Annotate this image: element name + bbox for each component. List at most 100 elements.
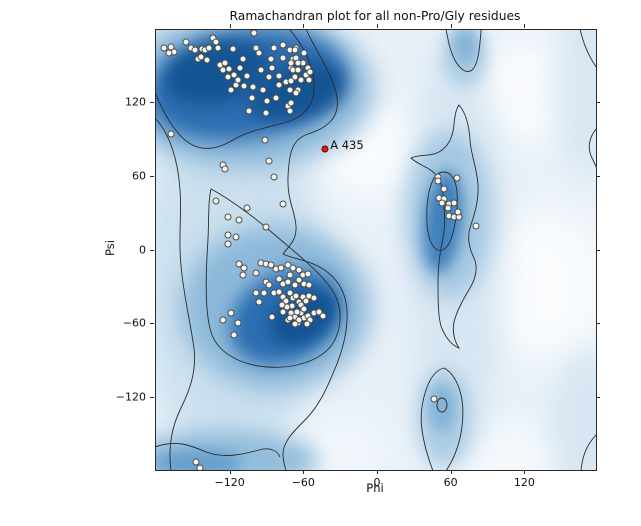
data-point [295, 276, 303, 284]
data-point [300, 49, 308, 57]
y-tick-mark [150, 102, 154, 104]
data-point [227, 309, 235, 317]
contour-line [156, 442, 281, 458]
data-point [225, 65, 233, 73]
contour-line [156, 118, 196, 470]
x-tick-label: 60 [443, 476, 458, 489]
data-point [286, 314, 294, 322]
y-tick-label: 60 [132, 169, 146, 183]
data-point [287, 99, 295, 107]
data-point [265, 281, 273, 289]
data-point [286, 86, 294, 94]
highlighted-residue-point [321, 145, 329, 153]
x-tick-mark [229, 470, 231, 474]
data-point [454, 208, 462, 216]
data-point [196, 464, 204, 470]
data-point [165, 49, 173, 57]
data-point [275, 72, 283, 80]
data-point [277, 264, 285, 272]
plot-wrap: A 435 [150, 24, 600, 474]
data-point [221, 165, 229, 173]
data-point [305, 76, 313, 84]
data-point [472, 222, 480, 230]
data-point [294, 66, 302, 74]
y-tick-label: −120 [115, 390, 146, 404]
data-point [262, 223, 270, 231]
data-point [268, 313, 276, 321]
data-point [295, 266, 303, 274]
data-point [293, 308, 301, 316]
data-point [191, 46, 199, 54]
y-tick-label: 120 [125, 95, 146, 109]
data-point [230, 71, 238, 79]
x-tick-mark [303, 470, 305, 474]
data-point [224, 213, 232, 221]
data-point [227, 86, 235, 94]
data-point [262, 109, 270, 117]
data-point [239, 55, 247, 63]
y-tick-mark [596, 175, 600, 177]
data-point [295, 316, 303, 324]
data-point [310, 294, 318, 302]
data-point [229, 45, 237, 53]
y-tick-mark [596, 396, 600, 398]
data-point [275, 81, 283, 89]
data-point [235, 260, 243, 268]
data-point [292, 89, 300, 97]
data-point [265, 157, 273, 165]
data-point [291, 320, 298, 328]
data-point [279, 41, 287, 49]
data-point [224, 240, 232, 248]
data-point [305, 281, 313, 289]
contour-line [156, 30, 315, 149]
data-point [300, 305, 308, 313]
data-point [304, 270, 312, 278]
data-point [245, 107, 253, 115]
data-point [240, 82, 248, 90]
x-tick-label: 0 [373, 476, 381, 489]
data-point [257, 66, 265, 74]
x-tick-mark [450, 24, 452, 28]
data-point [240, 264, 248, 272]
data-point [261, 136, 269, 144]
data-point [315, 308, 323, 316]
data-point [272, 94, 280, 102]
contour-lines [156, 30, 596, 470]
data-point [243, 72, 251, 80]
data-point [286, 271, 294, 279]
y-tick-mark [596, 249, 600, 251]
data-point [270, 44, 278, 52]
x-tick-mark [524, 24, 526, 28]
data-point [250, 30, 258, 37]
data-point [236, 64, 244, 72]
data-point [278, 301, 286, 309]
data-point [306, 316, 314, 324]
data-point [279, 308, 287, 316]
x-tick-mark [450, 470, 452, 474]
data-point [294, 59, 302, 67]
y-axis-label: Psi [103, 240, 117, 256]
data-point [232, 233, 240, 241]
data-point [438, 199, 446, 207]
data-point [268, 64, 276, 72]
data-point [252, 269, 260, 277]
data-point [434, 177, 442, 184]
data-point [243, 204, 251, 212]
highlighted-residue-label: A 435 [330, 137, 364, 152]
data-point [287, 59, 295, 67]
data-point [291, 46, 298, 54]
data-point [302, 297, 310, 305]
data-point [197, 53, 205, 60]
data-point [267, 261, 275, 269]
data-point [292, 292, 300, 300]
y-tick-mark [150, 249, 154, 251]
data-point [297, 76, 305, 84]
y-tick-mark [596, 323, 600, 325]
y-tick-mark [596, 102, 600, 104]
data-point [205, 44, 213, 52]
y-tick-mark [150, 396, 154, 398]
plot-canvas: A 435 [155, 29, 597, 471]
data-point [214, 44, 222, 52]
data-point [286, 107, 294, 115]
